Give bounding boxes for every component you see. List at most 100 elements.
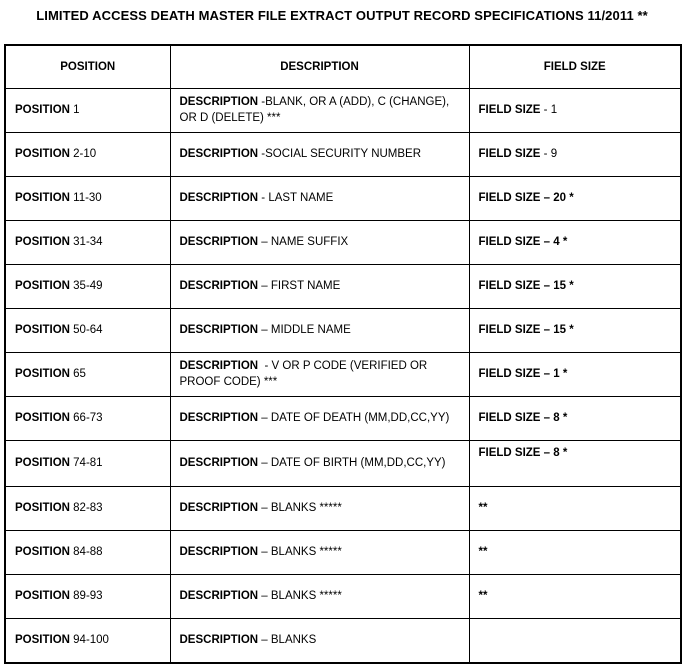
position-value: 82-83	[69, 501, 103, 514]
position-value: 65	[69, 367, 86, 380]
position-cell: POSITION 11-30	[4, 176, 171, 221]
description-label: DESCRIPTION	[179, 359, 259, 372]
field-size-label: **	[478, 545, 488, 558]
field-size-label: FIELD SIZE – 8 *	[478, 447, 568, 459]
description-label: DESCRIPTION	[179, 589, 259, 602]
field-size-label: FIELD SIZE	[478, 103, 541, 116]
position-cell: POSITION 65	[4, 352, 171, 397]
field-size-label: **	[478, 589, 488, 602]
position-cell: POSITION 89-93	[4, 574, 171, 619]
position-cell: POSITION 84-88	[4, 530, 171, 575]
description-value: – DATE OF BIRTH (MM,DD,CC,YY)	[258, 456, 446, 469]
field-size-cell: **	[468, 574, 682, 619]
description-label: DESCRIPTION	[179, 545, 259, 558]
description-cell: DESCRIPTION – FIRST NAME	[169, 264, 470, 309]
document-title: LIMITED ACCESS DEATH MASTER FILE EXTRACT…	[36, 8, 648, 23]
table-row: POSITION 1 DESCRIPTION -BLANK, OR A (ADD…	[4, 88, 682, 133]
description-label: DESCRIPTION	[179, 323, 259, 336]
description-cell: DESCRIPTION – BLANKS *****	[169, 530, 470, 575]
description-label: DESCRIPTION	[179, 633, 259, 646]
position-cell: POSITION 2-10	[4, 132, 171, 177]
description-cell: DESCRIPTION – NAME SUFFIX	[169, 220, 470, 265]
field-size-value: - 9	[540, 147, 558, 160]
field-size-cell	[468, 618, 682, 664]
description-cell: DESCRIPTION – MIDDLE NAME	[169, 308, 470, 353]
description-cell: DESCRIPTION – DATE OF DEATH (MM,DD,CC,YY…	[169, 396, 470, 441]
position-value: 2-10	[69, 147, 97, 160]
field-size-cell: FIELD SIZE – 20 *	[468, 176, 682, 221]
field-size-cell: FIELD SIZE – 8 *	[468, 396, 682, 441]
table-body: POSITION 1 DESCRIPTION -BLANK, OR A (ADD…	[4, 88, 682, 664]
field-size-cell: FIELD SIZE – 1 *	[468, 352, 682, 397]
field-size-label: FIELD SIZE – 20 *	[478, 191, 574, 204]
description-value: - LAST NAME	[258, 191, 334, 204]
spec-table: POSITION DESCRIPTION FIELD SIZE POSITION…	[4, 44, 682, 664]
description-cell: DESCRIPTION - V OR P CODE (VERIFIED OR P…	[169, 352, 470, 397]
description-cell: DESCRIPTION -BLANK, OR A (ADD), C (CHANG…	[169, 88, 470, 133]
field-size-value: - 1	[540, 103, 558, 116]
description-value: - V OR P CODE (VERIFIED OR PROOF CODE) *…	[179, 359, 431, 388]
position-value: 74-81	[69, 456, 103, 469]
field-size-label: FIELD SIZE – 15 *	[478, 323, 574, 336]
description-cell: DESCRIPTION – BLANKS *****	[169, 574, 470, 619]
field-size-label: FIELD SIZE – 8 *	[478, 411, 568, 424]
position-label: POSITION	[15, 367, 70, 380]
position-value: 1	[69, 103, 80, 116]
position-label: POSITION	[15, 411, 70, 424]
position-label: POSITION	[15, 633, 70, 646]
table-row: POSITION 35-49 DESCRIPTION – FIRST NAME …	[4, 264, 682, 309]
field-size-cell: FIELD SIZE – 4 *	[468, 220, 682, 265]
table-row: POSITION 82-83 DESCRIPTION – BLANKS ****…	[4, 486, 682, 531]
description-label: DESCRIPTION	[179, 411, 259, 424]
position-cell: POSITION 66-73	[4, 396, 171, 441]
position-label: POSITION	[15, 147, 70, 160]
position-value: 31-34	[69, 235, 103, 248]
description-cell: DESCRIPTION – BLANKS *****	[169, 486, 470, 531]
description-cell: DESCRIPTION – BLANKS	[169, 618, 470, 664]
field-size-cell: **	[468, 530, 682, 575]
table-row: POSITION 65 DESCRIPTION - V OR P CODE (V…	[4, 352, 682, 397]
table-row: POSITION 50-64 DESCRIPTION – MIDDLE NAME…	[4, 308, 682, 353]
field-size-cell: FIELD SIZE - 9	[468, 132, 682, 177]
table-row: POSITION 94-100 DESCRIPTION – BLANKS	[4, 618, 682, 664]
field-size-cell: FIELD SIZE - 1	[468, 88, 682, 133]
position-cell: POSITION 35-49	[4, 264, 171, 309]
header-row: POSITION DESCRIPTION FIELD SIZE	[4, 44, 682, 89]
header-field-size: FIELD SIZE	[468, 44, 682, 89]
position-label: POSITION	[15, 191, 70, 204]
position-cell: POSITION 31-34	[4, 220, 171, 265]
description-value: – MIDDLE NAME	[258, 323, 351, 336]
description-label: DESCRIPTION	[179, 501, 259, 514]
description-value: – BLANKS *****	[258, 501, 342, 514]
position-cell: POSITION 82-83	[4, 486, 171, 531]
table-row: POSITION 11-30 DESCRIPTION - LAST NAME F…	[4, 176, 682, 221]
table-row: POSITION 74-81 DESCRIPTION – DATE OF BIR…	[4, 440, 682, 487]
position-value: 94-100	[69, 633, 109, 646]
position-cell: POSITION 1	[4, 88, 171, 133]
position-label: POSITION	[15, 456, 70, 469]
position-label: POSITION	[15, 103, 70, 116]
field-size-label: FIELD SIZE	[478, 147, 541, 160]
header-description: DESCRIPTION	[169, 44, 470, 89]
position-cell: POSITION 74-81	[4, 440, 171, 487]
description-value: – DATE OF DEATH (MM,DD,CC,YY)	[258, 411, 450, 424]
table-header: POSITION DESCRIPTION FIELD SIZE	[4, 44, 682, 89]
position-cell: POSITION 94-100	[4, 618, 171, 664]
position-cell: POSITION 50-64	[4, 308, 171, 353]
header-position: POSITION	[4, 44, 171, 89]
description-value: – BLANKS *****	[258, 545, 342, 558]
description-label: DESCRIPTION	[179, 279, 259, 292]
table-row: POSITION 89-93 DESCRIPTION – BLANKS ****…	[4, 574, 682, 619]
field-size-label: FIELD SIZE – 4 *	[478, 235, 568, 248]
table-row: POSITION 66-73 DESCRIPTION – DATE OF DEA…	[4, 396, 682, 441]
position-value: 84-88	[69, 545, 103, 558]
field-size-cell: **	[468, 486, 682, 531]
position-label: POSITION	[15, 235, 70, 248]
position-value: 89-93	[69, 589, 103, 602]
description-cell: DESCRIPTION -SOCIAL SECURITY NUMBER	[169, 132, 470, 177]
description-label: DESCRIPTION	[179, 456, 259, 469]
description-value: – FIRST NAME	[258, 279, 341, 292]
table-row: POSITION 31-34 DESCRIPTION – NAME SUFFIX…	[4, 220, 682, 265]
position-label: POSITION	[15, 545, 70, 558]
description-value: – NAME SUFFIX	[258, 235, 349, 248]
